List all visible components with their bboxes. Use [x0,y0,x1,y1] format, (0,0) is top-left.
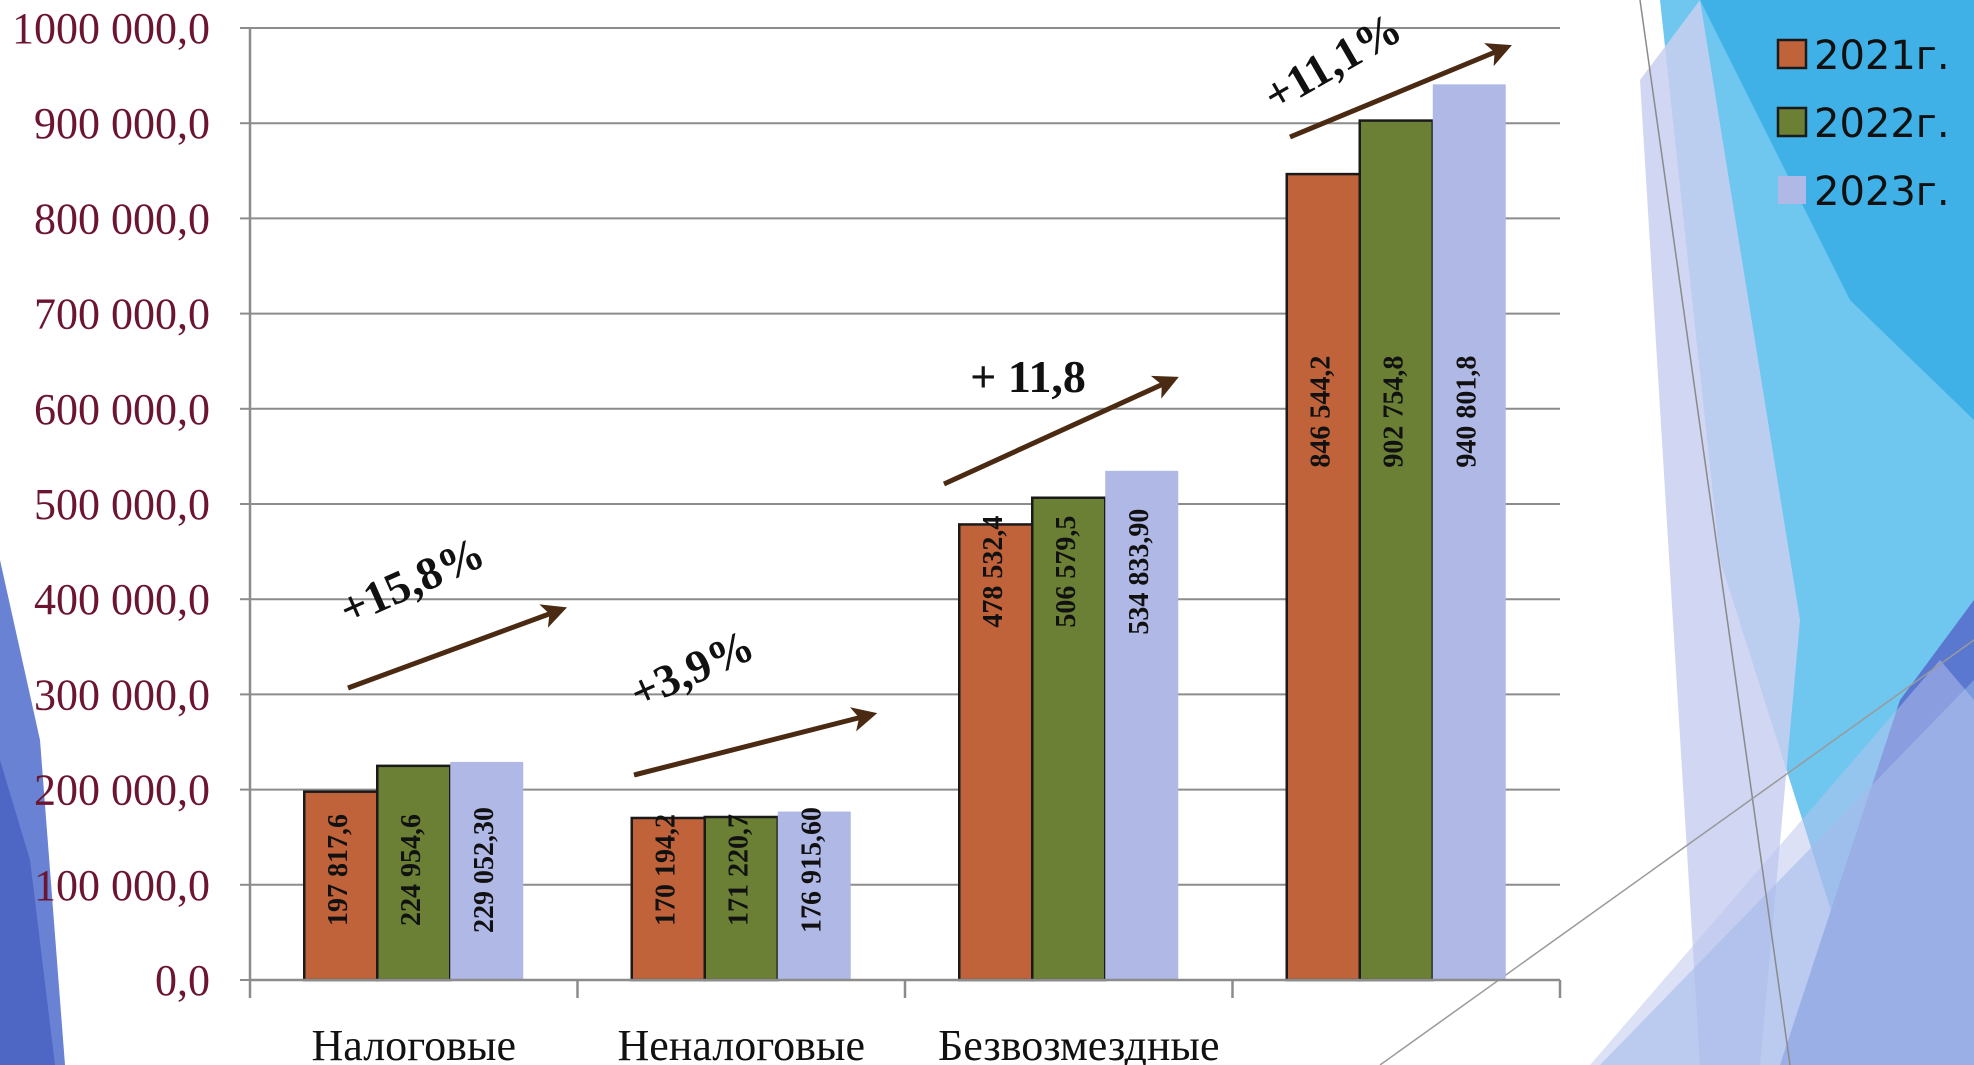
bar-value-labels: 197 817,6 224 954,6 229 052,30 170 194,2 171… [323,356,1483,933]
legend: 2021г. 2022г. 2023г. [1776,33,1950,215]
legend-label: 2022г. [1814,101,1950,147]
category-label: Безвозмездные [938,1021,1219,1065]
growth-label: + 11,8 [970,351,1086,402]
bar-1-4 [1285,172,1361,982]
y-tick-label: 600 000,0 [34,385,210,434]
legend-swatch [1776,38,1808,70]
bar-value-label: 197 817,6 [323,814,354,926]
y-tick-label: 500 000,0 [34,480,210,529]
bar-3-2 [777,811,851,980]
bar-value-label: 940 801,8 [1452,356,1483,468]
legend-swatch [1778,176,1806,204]
bar-2-1 [376,764,452,982]
bars [303,84,1506,982]
growth-label: +11,1% [1254,2,1410,121]
bar-1-2 [630,816,706,982]
growth-arrow [942,375,1179,487]
bar-value-label: 224 954,6 [396,814,427,926]
legend-label: 2021г. [1814,33,1950,79]
bar-value-label: 176 915,60 [797,807,828,933]
growth-label: +15,8% [332,526,492,635]
y-tick-label: 900 000,0 [34,99,210,148]
bar-value-label: 478 532,4 [978,516,1009,628]
legend-swatch [1776,106,1808,138]
bar-2-3 [1031,496,1107,982]
growth-arrow [1289,43,1512,140]
bar-value-label: 902 754,8 [1379,356,1410,468]
y-tick-label: 800 000,0 [34,194,210,243]
bar-value-label: 170 194,2 [651,814,682,926]
growth-arrow [347,604,568,691]
bar-value-label: 506 579,5 [1051,516,1082,628]
y-tick-label: 400 000,0 [34,575,210,624]
growth-arrow [633,707,878,778]
bar-value-label: 534 833,90 [1124,509,1155,635]
category-label: Неналоговые [617,1021,865,1065]
bar-3-3 [1105,470,1179,980]
bar-value-label: 229 052,30 [469,807,500,933]
bar-3-4 [1432,84,1506,980]
bar-value-label: 171 220,7 [724,814,755,926]
y-tick-label: 0,0 [155,956,210,1005]
bar-2-4 [1358,119,1434,982]
axes [248,28,1562,998]
bar-value-label: 846 544,2 [1306,356,1337,468]
legend-label: 2023г. [1814,169,1950,215]
category-labels: Налоговые Неналоговые Безвозмездные [312,1021,1220,1065]
y-axis-ticks: 0,0 100 000,0 200 000,0 300 000,0 400 000,0 5… [12,4,250,1005]
category-label: Налоговые [312,1021,516,1065]
bar-1-1 [303,790,379,982]
growth-label: +3,9% [622,619,761,718]
y-tick-label: 100 000,0 [34,861,210,910]
y-tick-label: 1000 000,0 [12,4,210,53]
bar-3-1 [450,761,524,980]
y-tick-label: 200 000,0 [34,766,210,815]
y-tick-label: 700 000,0 [34,290,210,339]
y-tick-label: 300 000,0 [34,670,210,719]
